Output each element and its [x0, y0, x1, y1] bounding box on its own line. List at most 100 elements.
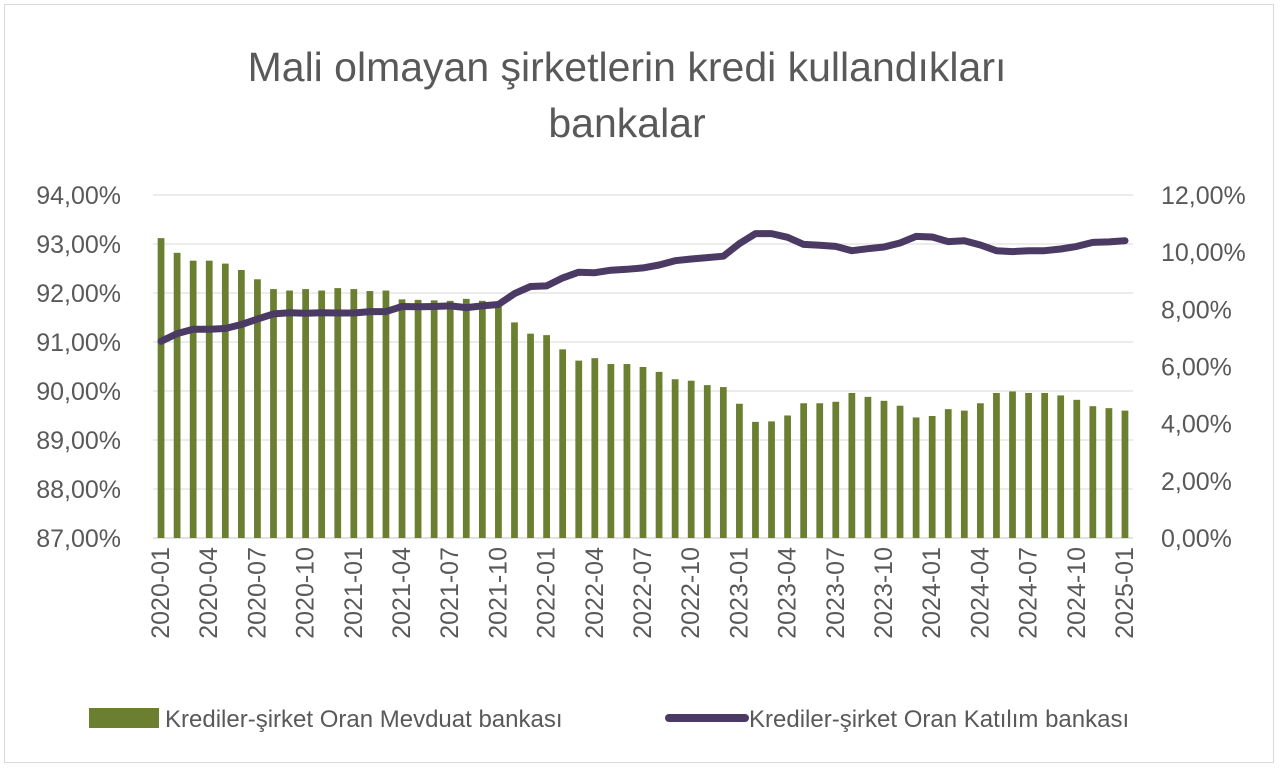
bar	[1025, 392, 1032, 538]
right-tick-label: 2,00%	[1161, 468, 1232, 496]
line-point	[416, 305, 420, 309]
line-point	[432, 304, 436, 308]
right-tick-label: 4,00%	[1161, 411, 1232, 439]
line-point	[866, 247, 870, 251]
bar	[286, 290, 293, 538]
bar	[1041, 392, 1049, 538]
bar	[350, 289, 358, 538]
line-point	[464, 306, 468, 310]
bar	[703, 385, 711, 538]
bar	[832, 401, 840, 538]
bar	[607, 364, 615, 538]
right-y-axis: 0,00% 2,00% 4,00% 6,00% 8,00% 10,00% 12,00%	[1161, 182, 1246, 553]
bar	[1089, 406, 1097, 538]
bar	[623, 364, 631, 538]
bar	[559, 349, 567, 538]
line-point	[770, 232, 774, 236]
line-point	[191, 327, 195, 331]
line-point	[1123, 239, 1127, 243]
line-point	[1059, 247, 1063, 251]
left-tick-label: 89,00%	[36, 427, 121, 455]
x-tick-label: 2024-04	[966, 547, 994, 639]
bar	[414, 299, 422, 538]
bar	[446, 300, 454, 538]
x-tick-label: 2021-04	[388, 547, 416, 639]
bar	[221, 263, 229, 538]
bar	[784, 415, 791, 538]
line-point	[705, 256, 709, 260]
bar	[591, 358, 599, 538]
bar	[1057, 395, 1065, 538]
bar	[736, 403, 743, 538]
left-tick-label: 91,00%	[36, 329, 121, 357]
line-point	[1043, 249, 1047, 253]
bar	[912, 417, 920, 538]
bar	[719, 387, 727, 538]
line-point	[288, 311, 292, 315]
line-point	[384, 310, 388, 314]
bar	[816, 403, 824, 538]
line-point	[496, 302, 500, 306]
line-point	[1011, 250, 1015, 254]
bar	[478, 300, 486, 538]
left-tick-label: 88,00%	[36, 476, 121, 504]
left-y-axis: 87,00% 88,00% 89,00% 90,00% 91,00% 92,00% 93,0…	[36, 182, 121, 553]
line-point	[239, 322, 243, 326]
line-point	[930, 235, 934, 239]
bar	[382, 290, 390, 538]
x-tick-label: 2021-07	[436, 547, 464, 639]
line-point	[802, 242, 806, 246]
line-point	[400, 304, 404, 308]
line-point	[593, 271, 597, 275]
bar	[318, 290, 326, 538]
right-tick-label: 0,00%	[1161, 525, 1232, 553]
bar	[302, 289, 309, 538]
line-point	[1075, 244, 1079, 248]
x-tick-label: 2022-01	[533, 547, 561, 639]
x-tick-label: 2020-10	[292, 547, 320, 639]
line-point	[721, 254, 725, 258]
line-point	[480, 304, 484, 308]
line-point	[304, 311, 308, 315]
bar	[671, 379, 679, 538]
bar	[800, 403, 808, 538]
line-point	[609, 268, 613, 272]
line-point	[914, 234, 918, 238]
bar	[687, 380, 695, 538]
line-point	[255, 317, 259, 321]
x-tick-label: 2024-07	[1015, 547, 1043, 639]
line-point	[545, 284, 549, 288]
bar	[1009, 391, 1016, 538]
bar	[189, 260, 197, 538]
line-point	[577, 270, 581, 274]
bar	[543, 335, 550, 538]
line-point	[175, 332, 179, 336]
x-tick-label: 2023-07	[822, 547, 850, 639]
bar	[960, 410, 968, 538]
left-tick-label: 94,00%	[36, 182, 121, 210]
bar	[205, 260, 213, 538]
bar	[928, 415, 936, 538]
bar	[254, 279, 261, 538]
bar	[157, 238, 165, 538]
right-tick-label: 6,00%	[1161, 354, 1232, 382]
legend-label-katilim: Krediler-şirket Oran Katılım bankası	[749, 706, 1129, 733]
line-point	[850, 249, 854, 253]
line-point	[336, 311, 340, 315]
chart-area: Mali olmayan şirketlerin kredi kullandık…	[4, 4, 1274, 763]
line-point	[512, 292, 516, 296]
right-tick-label: 12,00%	[1161, 182, 1246, 210]
line-point	[737, 242, 741, 246]
line-point	[1091, 240, 1095, 244]
bar	[1105, 408, 1113, 538]
line-point	[657, 263, 661, 267]
line-point	[352, 311, 356, 315]
bar	[1121, 410, 1129, 538]
x-tick-label: 2025-01	[1111, 547, 1139, 639]
chart-title-line-1: Mali olmayan şirketlerin kredi kullandık…	[248, 44, 1007, 90]
x-tick-label: 2023-04	[774, 547, 802, 639]
x-tick-label: 2020-04	[195, 547, 223, 639]
x-tick-label: 2020-01	[147, 547, 175, 639]
line-point	[882, 245, 886, 249]
line-point	[962, 239, 966, 243]
